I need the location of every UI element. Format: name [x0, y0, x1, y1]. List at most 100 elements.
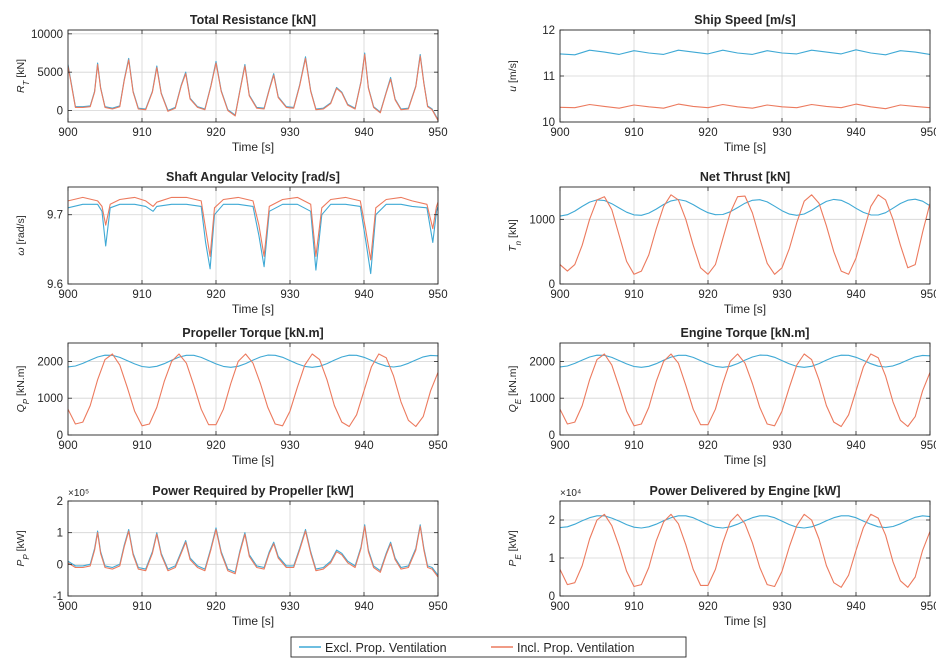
series-line-incl	[68, 525, 438, 578]
x-tick-label: 910	[624, 289, 643, 301]
x-tick-label: 900	[550, 127, 569, 139]
series-line-excl	[68, 203, 438, 275]
x-axis-label: Time [s]	[724, 453, 766, 467]
y-tick-label: 12	[542, 25, 555, 37]
y-tick-label: 2000	[37, 356, 63, 368]
x-tick-label: 940	[846, 127, 865, 139]
x-tick-label: 930	[280, 127, 299, 139]
y-tick-label: 0	[57, 106, 63, 118]
axes-frame	[559, 342, 931, 436]
plot-area	[68, 30, 438, 122]
x-tick-label: 940	[846, 289, 865, 301]
x-axis-label: Time [s]	[232, 302, 274, 316]
x-tick-label: 940	[846, 440, 865, 452]
y-tick-label: 2	[549, 515, 555, 527]
axes-frame	[67, 29, 439, 123]
x-tick-label: 920	[698, 289, 717, 301]
x-axis-label: Time [s]	[232, 614, 274, 628]
x-tick-label: 930	[772, 601, 791, 613]
x-tick-label: 900	[58, 289, 77, 301]
subplot-title: Total Resistance [kN]	[190, 13, 316, 27]
series-line-incl	[68, 53, 438, 121]
x-axis-label: Time [s]	[724, 302, 766, 316]
subplot-propeller-torque: 900 910 920 930 940 950 0 1000 2000 Propeller Tor…	[15, 326, 448, 467]
x-axis-label: Time [s]	[232, 140, 274, 154]
subplot-title: Net Thrust [kN]	[700, 170, 790, 184]
x-tick-label: 950	[920, 440, 936, 452]
subplot-title: Power Required by Propeller [kW]	[152, 484, 353, 498]
x-tick-label: 940	[354, 601, 373, 613]
subplot-ship-speed: 900 910 920 930 940 950 10 11 12 Ship Speed [m/s]…	[507, 13, 936, 154]
legend: Excl. Prop. Ventilation Incl. Prop. Venti…	[290, 636, 687, 658]
x-tick-label: 930	[280, 440, 299, 452]
y-tick-label: 1000	[37, 393, 63, 405]
subplot-title: Engine Torque [kN.m]	[681, 326, 810, 340]
y-axis-label: RT [kN]	[15, 59, 31, 93]
x-axis-label: Time [s]	[724, 614, 766, 628]
x-tick-label: 950	[920, 289, 936, 301]
series-line-incl	[560, 353, 930, 428]
series-line-excl	[560, 49, 930, 56]
x-tick-label: 910	[624, 601, 643, 613]
series-line-incl	[68, 196, 438, 261]
x-tick-label: 910	[624, 127, 643, 139]
legend-label-incl: Incl. Prop. Ventilation	[517, 641, 634, 655]
y-axis-label: QP [kN.m]	[15, 366, 31, 413]
y-tick-label: 1	[57, 528, 63, 540]
y-axis-label: PP [kW]	[15, 530, 31, 566]
series-line-incl	[560, 513, 930, 588]
y-tick-label: 0	[57, 559, 63, 571]
subplot-title: Ship Speed [m/s]	[694, 13, 795, 27]
y-tick-label: 0	[549, 430, 555, 442]
series-line-incl	[560, 103, 930, 110]
x-tick-label: 930	[280, 601, 299, 613]
y-tick-label: 2000	[529, 356, 555, 368]
x-tick-label: 930	[280, 289, 299, 301]
x-tick-label: 930	[772, 127, 791, 139]
x-tick-label: 920	[206, 289, 225, 301]
x-tick-label: 950	[428, 601, 447, 613]
x-tick-label: 920	[698, 440, 717, 452]
x-tick-label: 950	[920, 601, 936, 613]
x-tick-label: 950	[428, 127, 447, 139]
series-line-excl	[560, 354, 930, 368]
x-tick-label: 940	[846, 601, 865, 613]
x-tick-label: 920	[206, 601, 225, 613]
x-tick-label: 900	[550, 289, 569, 301]
y-tick-label: 10	[542, 117, 555, 129]
subplot-title: Shaft Angular Velocity [rad/s]	[166, 170, 340, 184]
plot-area	[560, 343, 930, 435]
x-tick-label: 910	[132, 127, 151, 139]
x-tick-label: 900	[58, 601, 77, 613]
subplot-title: Power Delivered by Engine [kW]	[649, 484, 840, 498]
x-tick-label: 920	[206, 440, 225, 452]
y-tick-label: 11	[543, 71, 555, 83]
subplot-title: Propeller Torque [kN.m]	[182, 326, 323, 340]
y-tick-label: 1000	[529, 214, 555, 226]
x-axis-label: Time [s]	[232, 453, 274, 467]
axes-frame	[67, 186, 439, 285]
y-tick-label: 1	[549, 553, 555, 565]
x-tick-label: 920	[206, 127, 225, 139]
x-tick-label: 930	[772, 289, 791, 301]
series-line-incl	[560, 194, 930, 275]
plot-area	[68, 501, 438, 596]
x-tick-label: 940	[354, 289, 373, 301]
x-tick-label: 920	[698, 601, 717, 613]
y-axis-label: u [m/s]	[507, 60, 519, 92]
axes-frame	[67, 342, 439, 436]
subplot-total-resistance: 900 910 920 930 940 950 0 5000 10000 Total Resist…	[15, 13, 448, 154]
y-tick-label: 9.6	[47, 279, 63, 291]
y-tick-label: -1	[53, 591, 63, 603]
x-tick-label: 910	[132, 289, 151, 301]
x-tick-label: 950	[428, 440, 447, 452]
y-tick-label: 0	[549, 591, 555, 603]
x-tick-label: 950	[920, 127, 936, 139]
series-line-incl	[68, 353, 438, 428]
y-axis-label: PE [kW]	[507, 530, 523, 566]
y-exponent-label: ×10⁵	[68, 488, 89, 499]
x-tick-label: 910	[624, 440, 643, 452]
y-tick-label: 1000	[529, 393, 555, 405]
y-tick-label: 0	[57, 430, 63, 442]
plot-area	[68, 343, 438, 435]
